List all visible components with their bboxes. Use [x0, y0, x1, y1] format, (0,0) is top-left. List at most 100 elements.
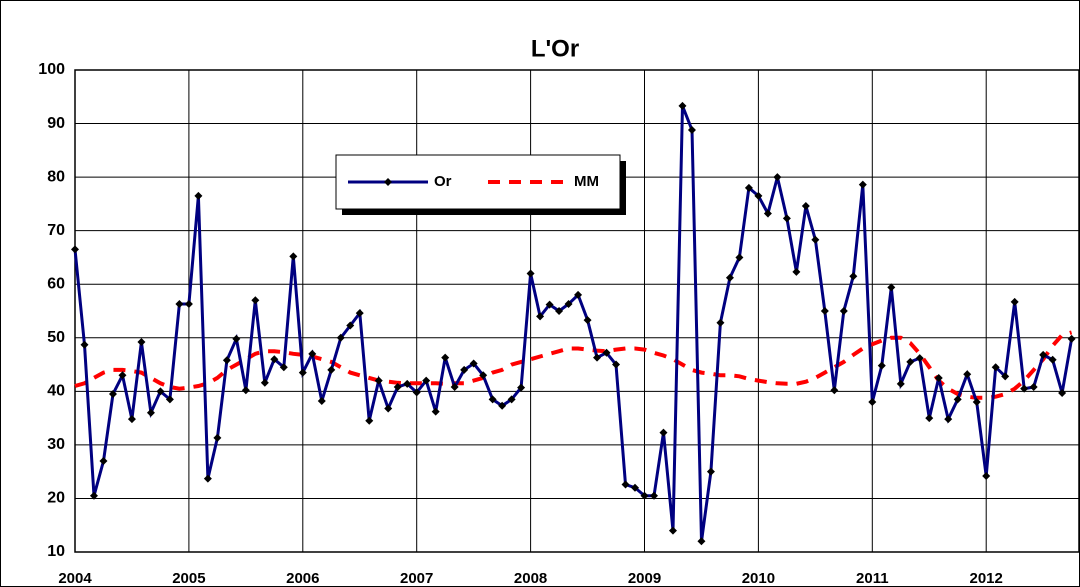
data-point [346, 321, 355, 330]
x-tick-label: 2006 [286, 570, 319, 587]
data-point [1058, 388, 1067, 397]
data-point [925, 414, 934, 423]
data-point [146, 408, 155, 417]
legend-marker [384, 178, 392, 186]
data-point [545, 300, 554, 309]
data-point [517, 383, 526, 392]
data-point [574, 290, 583, 299]
data-point [972, 398, 981, 407]
data-point [365, 416, 374, 425]
data-point [89, 491, 98, 500]
y-tick-label: 70 [47, 222, 65, 239]
y-tick-label: 90 [47, 115, 65, 132]
data-point [593, 353, 602, 362]
data-point [184, 300, 193, 309]
data-point [678, 101, 687, 110]
data-point [1020, 384, 1029, 393]
data-point [289, 252, 298, 261]
data-point [906, 357, 915, 366]
data-point [431, 407, 440, 416]
data-point [251, 296, 260, 305]
data-point [270, 355, 279, 364]
data-point [659, 428, 668, 437]
data-point [991, 363, 1000, 372]
series-line [74, 330, 1073, 400]
data-point [175, 300, 184, 309]
data-point [412, 388, 421, 397]
data-point [222, 356, 231, 365]
data-point [621, 480, 630, 489]
data-point [754, 191, 763, 200]
data-point [735, 253, 744, 262]
data-point [782, 214, 791, 223]
data-point [792, 267, 801, 276]
x-tick-label: 2008 [514, 570, 547, 587]
data-point [336, 333, 345, 342]
x-tick-label: 2012 [970, 570, 1003, 587]
data-point [241, 386, 250, 395]
data-point [384, 404, 393, 413]
data-point [744, 183, 753, 192]
data-point [393, 383, 402, 392]
data-point [887, 283, 896, 292]
y-tick-label: 40 [47, 383, 65, 400]
x-tick-label: 2007 [400, 570, 433, 587]
data-point [127, 415, 136, 424]
data-point [526, 269, 535, 278]
data-point [944, 415, 953, 424]
data-point [687, 125, 696, 134]
data-point [203, 474, 212, 483]
y-tick-label: 50 [47, 329, 65, 346]
data-point [450, 383, 459, 392]
legend-label: MM [574, 173, 599, 190]
x-tick-label: 2011 [856, 570, 889, 587]
data-point [441, 353, 450, 362]
data-point [232, 334, 241, 343]
data-point [953, 395, 962, 404]
data-point [374, 376, 383, 385]
data-point [649, 491, 658, 500]
y-tick-label: 100 [38, 61, 65, 78]
data-point [317, 396, 326, 405]
data-point [279, 363, 288, 372]
data-point [507, 395, 516, 404]
data-point [156, 387, 165, 396]
x-tick-label: 2009 [628, 570, 661, 587]
data-point [697, 537, 706, 546]
data-point [460, 365, 469, 374]
data-point [849, 272, 858, 281]
data-point [1048, 355, 1057, 364]
data-point [915, 354, 924, 363]
data-point [896, 379, 905, 388]
y-tick-label: 20 [47, 490, 65, 507]
data-point [469, 359, 478, 368]
y-tick-label: 30 [47, 436, 65, 453]
data-point [1010, 297, 1019, 306]
data-point [1001, 372, 1010, 381]
data-point [716, 318, 725, 327]
data-point [479, 371, 488, 380]
data-point [1067, 334, 1076, 343]
data-point [839, 307, 848, 315]
data-point [612, 360, 621, 369]
data-point [858, 180, 867, 189]
data-point [99, 456, 108, 465]
data-point [298, 368, 307, 377]
data-point [108, 390, 117, 399]
data-point [763, 209, 772, 218]
data-point [564, 300, 573, 309]
data-point [194, 191, 203, 200]
data-point [403, 379, 412, 388]
data-point [260, 378, 269, 387]
x-tick-label: 2005 [172, 570, 205, 587]
data-point [80, 340, 89, 349]
chart-title: L'Or [531, 35, 579, 62]
data-point [1029, 383, 1038, 392]
data-point [640, 491, 649, 500]
y-tick-label: 60 [47, 275, 65, 292]
data-point [71, 245, 79, 254]
data-point [668, 526, 677, 535]
plot-area [74, 69, 1080, 553]
data-point [868, 398, 877, 407]
